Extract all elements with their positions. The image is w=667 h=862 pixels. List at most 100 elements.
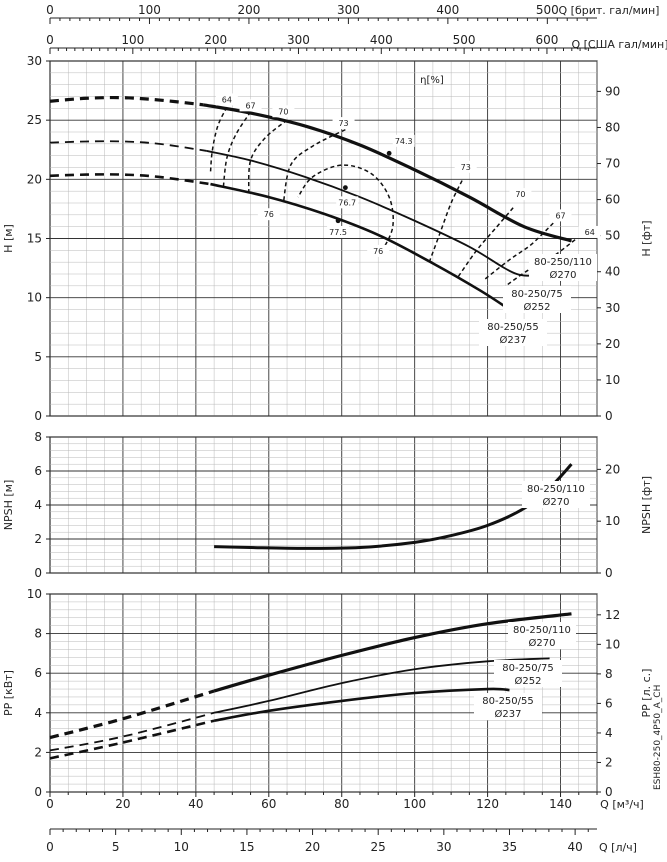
right-tick-label: 90: [605, 84, 620, 98]
series-label-line1: 80-250/55: [482, 696, 534, 707]
series-line-dashed: [49, 711, 215, 752]
series-line: [214, 463, 573, 550]
efficiency-label: 67: [555, 211, 565, 220]
efficiency-curve: [457, 207, 514, 277]
bottom-m3h-tick-label: 100: [403, 797, 426, 811]
top-us-axis-tick-label: 500: [453, 33, 476, 47]
series-label-line1: 80-250/110: [527, 484, 585, 495]
efficiency-label: 76: [264, 210, 274, 219]
left-tick-label: 2: [34, 532, 42, 546]
bottom-m3h-tick-label: 40: [188, 797, 203, 811]
right-tick-label: 30: [605, 301, 620, 315]
bottom-ls-tick-label: 20: [305, 840, 320, 854]
efficiency-point: [386, 150, 392, 156]
bottom-ls-tick-label: 40: [567, 840, 582, 854]
efficiency-label-bg: [327, 225, 350, 238]
right-tick-label: 40: [605, 265, 620, 279]
series-label-bg: [529, 254, 597, 281]
series-line: [213, 657, 550, 714]
left-tick-label: 4: [34, 498, 42, 512]
top-us-axis-tick-label: 0: [46, 33, 54, 47]
left-axis-label: H [м]: [2, 224, 15, 253]
bottom-ls-tick-label: 25: [371, 840, 386, 854]
left-tick-label: 6: [34, 464, 42, 478]
right-tick-label: 0: [605, 566, 613, 580]
bottom-ls-tick-label: 30: [436, 840, 451, 854]
left-tick-label: 8: [34, 627, 42, 641]
series-line: [206, 150, 547, 277]
efficiency-curve: [222, 111, 252, 189]
efficiency-label: 70: [515, 190, 525, 199]
left-axis-label: NPSH [м]: [2, 480, 15, 531]
efficiency-label: 73: [338, 119, 348, 128]
series-line: [213, 612, 572, 693]
top-uk-axis-tick-label: 100: [138, 3, 161, 17]
efficiency-label: 67: [245, 101, 255, 110]
series-lines: [49, 95, 573, 760]
efficiency-label-bg: [272, 105, 295, 118]
left-tick-label: 6: [34, 666, 42, 680]
right-tick-label: 60: [605, 193, 620, 207]
left-tick-label: 10: [27, 291, 42, 305]
efficiency-curve: [483, 222, 554, 281]
series-line: [210, 182, 511, 311]
left-tick-label: 20: [27, 172, 42, 186]
series-label-bg: [479, 319, 547, 346]
efficiency-label-bg: [332, 117, 355, 130]
left-tick-label: 5: [34, 350, 42, 364]
series-label-line2: Ø270: [543, 496, 570, 508]
series-label-bg: [494, 660, 562, 687]
efficiency-label: 76: [373, 247, 383, 256]
bottom-ls-tick-label: 0: [46, 840, 54, 854]
series-label-line2: Ø237: [500, 334, 527, 346]
top-us-axis-tick-label: 400: [370, 33, 393, 47]
top-us-axis-tick-label: 200: [204, 33, 227, 47]
efficiency-label-bg: [239, 99, 262, 112]
right-tick-label: 10: [605, 514, 620, 528]
efficiency-point: [342, 185, 348, 191]
right-tick-label: 80: [605, 120, 620, 134]
series-label-line1: 80-250/110: [513, 625, 571, 636]
bottom-m3h-tick-label: 20: [115, 797, 130, 811]
bottom-ls-axis-label: Q [л/ч]: [599, 841, 637, 854]
series-line-dashed: [49, 173, 211, 186]
top-uk-axis-tick-label: 0: [46, 3, 54, 17]
efficiency-label-bg: [336, 196, 359, 209]
series-line-dashed: [49, 719, 215, 760]
efficiency-label-bg: [215, 93, 238, 106]
efficiency-curve: [209, 106, 228, 174]
bottom-m3h-axis-label: Q [м³/ч]: [600, 798, 644, 811]
efficiency-label-bg: [549, 209, 572, 222]
top-us-axis-label: Q [США гал/мин]: [571, 38, 667, 51]
top-us-axis-tick-label: 300: [287, 33, 310, 47]
right-tick-label: 4: [605, 726, 613, 740]
series-label-line2: Ø270: [529, 637, 556, 649]
series-label-line2: Ø252: [524, 301, 551, 313]
side-code-label: ESH80-250_4P50_A_CH: [653, 685, 663, 790]
series-line: [213, 687, 510, 722]
right-tick-label: 10: [605, 373, 620, 387]
axis-ticks: 0510152025300102030405060708090024680102…: [27, 3, 621, 854]
bottom-m3h-tick-label: 120: [476, 797, 499, 811]
bottom-m3h-tick-label: 80: [334, 797, 349, 811]
efficiency-label: 64: [222, 95, 232, 104]
left-tick-label: 2: [34, 745, 42, 759]
series-label-bg: [508, 622, 576, 649]
efficiency-label: 74.3: [395, 137, 413, 146]
series-label-line2: Ø252: [515, 675, 542, 687]
bottom-ls-tick-label: 35: [502, 840, 517, 854]
efficiency-label-bg: [578, 225, 601, 238]
left-axis-label: PP [кВт]: [2, 670, 15, 716]
left-tick-label: 15: [27, 232, 42, 246]
efficiency-label-bg: [367, 244, 390, 257]
right-tick-label: 20: [605, 337, 620, 351]
efficiency-curve: [428, 180, 463, 263]
efficiency-curve: [297, 164, 394, 252]
left-tick-label: 0: [34, 785, 42, 799]
efficiency-label: 70: [278, 107, 288, 116]
right-tick-label: 0: [605, 785, 613, 799]
series-label-line1: 80-250/55: [487, 322, 539, 333]
series-line-dashed: [49, 689, 215, 740]
